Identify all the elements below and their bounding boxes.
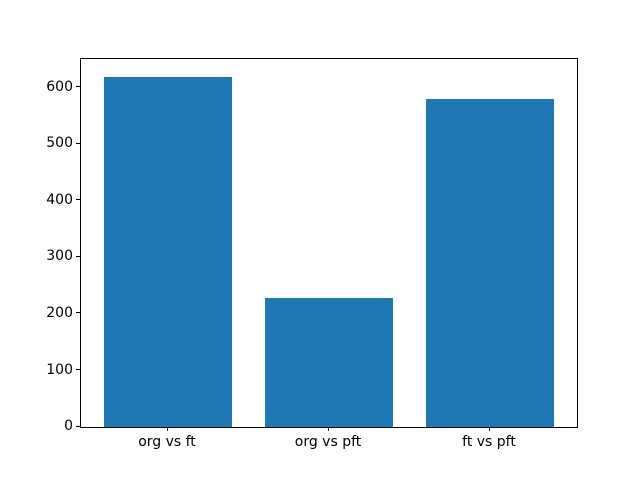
- x-tick-label: ft vs pft: [462, 434, 516, 450]
- y-tick-label: 100: [46, 361, 73, 378]
- bar-ft-vs-pft: [425, 99, 555, 427]
- x-tick-label: org vs ft: [138, 434, 196, 450]
- y-tick-mark: [76, 425, 80, 427]
- bar-org-vs-ft: [103, 76, 233, 427]
- y-tick-mark: [76, 255, 80, 257]
- bar-org-vs-pft: [264, 298, 394, 427]
- y-tick-mark: [76, 142, 80, 144]
- x-tick-mark: [488, 427, 490, 431]
- y-tick-label: 200: [46, 304, 73, 321]
- y-tick-mark: [76, 199, 80, 201]
- x-tick-mark: [166, 427, 168, 431]
- y-tick-label: 0: [64, 418, 73, 434]
- y-tick-label: 600: [46, 78, 73, 95]
- plot-area: [80, 58, 578, 428]
- y-tick-label: 300: [46, 248, 73, 265]
- x-tick-mark: [327, 427, 329, 431]
- x-tick-label: org vs pft: [294, 434, 362, 450]
- y-tick-label: 400: [46, 191, 73, 208]
- y-tick-mark: [76, 369, 80, 370]
- y-tick-label: 500: [46, 135, 73, 152]
- y-tick-mark: [76, 86, 80, 88]
- y-tick-mark: [76, 312, 80, 314]
